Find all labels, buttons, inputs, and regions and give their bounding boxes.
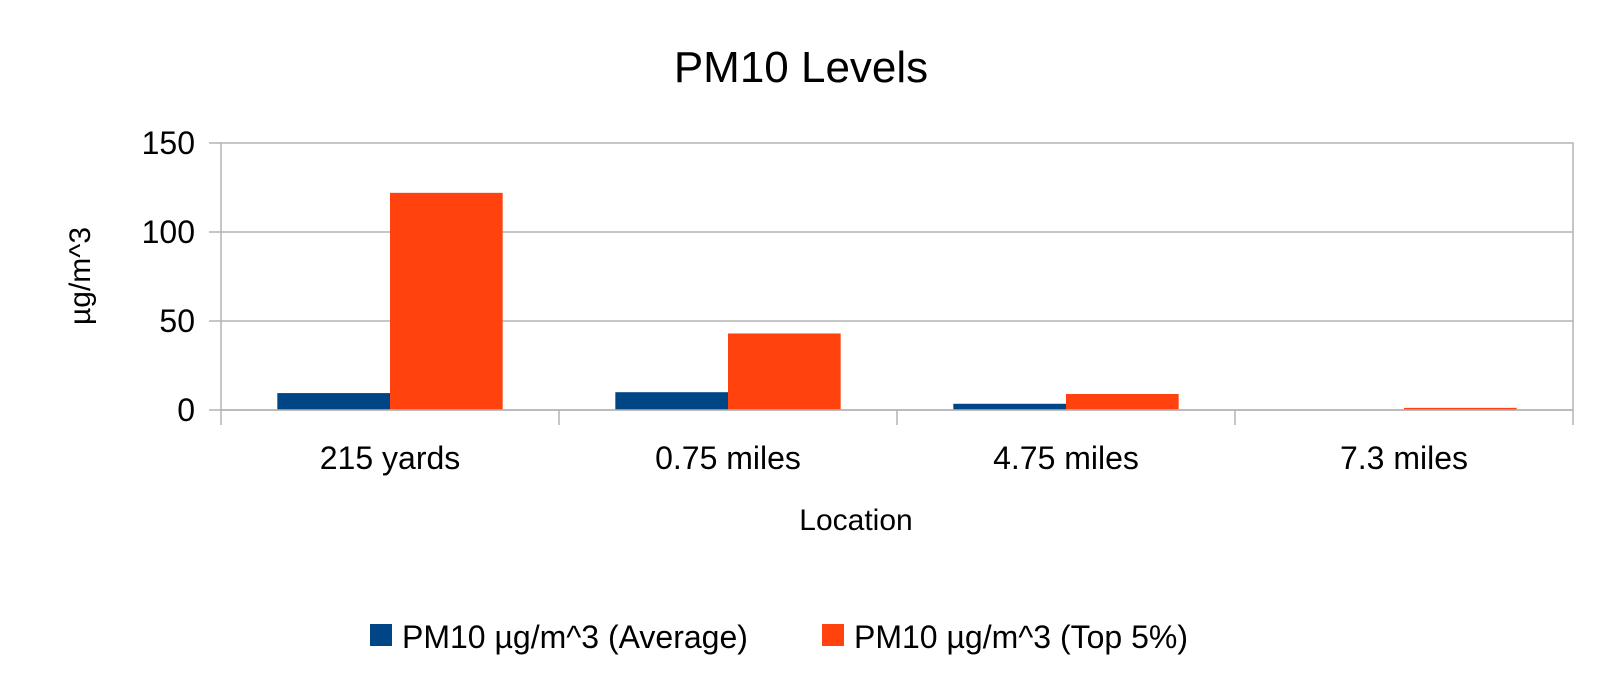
x-category-label: 4.75 miles — [993, 440, 1139, 476]
legend-label: PM10 µg/m^3 (Top 5%) — [854, 619, 1188, 655]
bar-top5-0 — [390, 192, 503, 410]
x-category-label: 215 yards — [320, 440, 461, 476]
x-axis — [220, 409, 1574, 425]
y-tick-label: 0 — [177, 392, 195, 428]
legend-swatch — [822, 624, 844, 646]
legend: PM10 µg/m^3 (Average) PM10 µg/m^3 (Top 5%… — [370, 619, 1188, 655]
x-axis-title: Location — [799, 504, 912, 537]
x-category-label: 7.3 miles — [1340, 440, 1468, 476]
bars — [277, 192, 1517, 411]
x-category-label: 0.75 miles — [655, 440, 801, 476]
y-tick-label: 50 — [159, 303, 195, 339]
chart-title: PM10 Levels — [674, 43, 928, 92]
legend-label: PM10 µg/m^3 (Average) — [402, 619, 748, 655]
y-axis-title: µg/m^3 — [64, 227, 97, 325]
y-axis-ticks: 0 50 100 150 — [142, 125, 195, 428]
bar-average-1 — [615, 392, 728, 410]
plot-area — [209, 142, 1574, 425]
y-tick-label: 100 — [142, 214, 195, 250]
bar-average-2 — [953, 403, 1066, 410]
y-tick-label: 150 — [142, 125, 195, 161]
legend-swatch — [370, 624, 392, 646]
bar-top5-3 — [1404, 407, 1517, 410]
x-axis-categories: 215 yards 0.75 miles 4.75 miles 7.3 miles — [320, 440, 1468, 476]
bar-top5-1 — [728, 333, 841, 410]
bar-top5-2 — [1066, 393, 1179, 410]
bar-average-0 — [277, 393, 390, 410]
